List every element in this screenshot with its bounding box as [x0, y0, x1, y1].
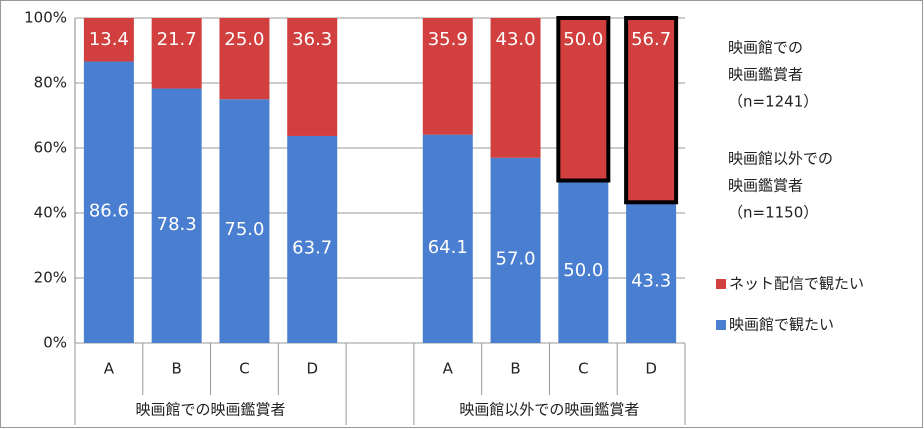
- value-label: 50.0: [563, 260, 603, 281]
- legend-label: ネット配信で観たい: [729, 275, 864, 293]
- x-tick-label: A: [443, 360, 454, 378]
- annotation: （n=1241）: [728, 93, 818, 111]
- value-label: 13.4: [89, 29, 129, 50]
- value-label: 21.7: [157, 29, 197, 50]
- bar-segment: [558, 180, 609, 343]
- bar-segment: [83, 61, 134, 344]
- value-label: 75.0: [224, 219, 264, 240]
- annotation: 映画鑑賞者: [728, 177, 803, 195]
- bar-segment: [556, 16, 611, 183]
- y-tick-label: 100%: [24, 9, 67, 27]
- bar-segment: [219, 99, 270, 343]
- group-label: 映画館以外での映画鑑賞者: [459, 401, 639, 419]
- legend-label: 映画館で観たい: [729, 316, 834, 334]
- bar-segment: [83, 18, 134, 62]
- y-tick-label: 20%: [34, 269, 67, 287]
- bar-segment: [287, 135, 338, 343]
- value-label: 43.0: [496, 29, 536, 50]
- bar-segment: [287, 18, 338, 136]
- x-tick-label: C: [239, 360, 249, 378]
- annotation: 映画館以外での: [728, 150, 833, 168]
- value-label: 43.3: [631, 271, 671, 292]
- annotation: 映画鑑賞者: [728, 66, 803, 84]
- value-label: 50.0: [563, 29, 603, 50]
- value-label: 78.3: [157, 214, 197, 235]
- annotation: （n=1150）: [728, 204, 818, 222]
- x-tick-label: C: [578, 360, 588, 378]
- x-tick-label: B: [510, 360, 520, 378]
- x-tick-label: B: [172, 360, 182, 378]
- annotation: 映画館での: [728, 39, 803, 57]
- y-tick-label: 80%: [34, 74, 67, 92]
- group-label: 映画館での映画鑑賞者: [136, 401, 286, 419]
- bar-segment: [422, 18, 473, 135]
- y-tick-label: 0%: [43, 334, 67, 352]
- value-label: 35.9: [428, 29, 468, 50]
- x-tick-label: D: [645, 360, 657, 378]
- value-label: 25.0: [224, 29, 264, 50]
- legend-swatch: [716, 279, 726, 289]
- bar-segment: [151, 18, 202, 89]
- bar-segment: [490, 157, 541, 343]
- x-tick-label: D: [306, 360, 318, 378]
- legend-swatch: [716, 320, 726, 330]
- bar-segment: [490, 18, 541, 158]
- y-tick-label: 60%: [34, 139, 67, 157]
- value-label: 64.1: [428, 237, 468, 258]
- y-tick-label: 40%: [34, 204, 67, 222]
- value-label: 63.7: [292, 237, 332, 258]
- bar-segment: [626, 202, 677, 343]
- bar-segment: [422, 134, 473, 343]
- value-label: 57.0: [496, 248, 536, 269]
- value-label: 86.6: [89, 200, 129, 221]
- bar-segment: [624, 16, 679, 205]
- bar-segment: [151, 88, 202, 344]
- value-label: 56.7: [631, 29, 671, 50]
- x-tick-label: A: [104, 360, 115, 378]
- value-label: 36.3: [292, 29, 332, 50]
- bar-segment: [219, 18, 270, 100]
